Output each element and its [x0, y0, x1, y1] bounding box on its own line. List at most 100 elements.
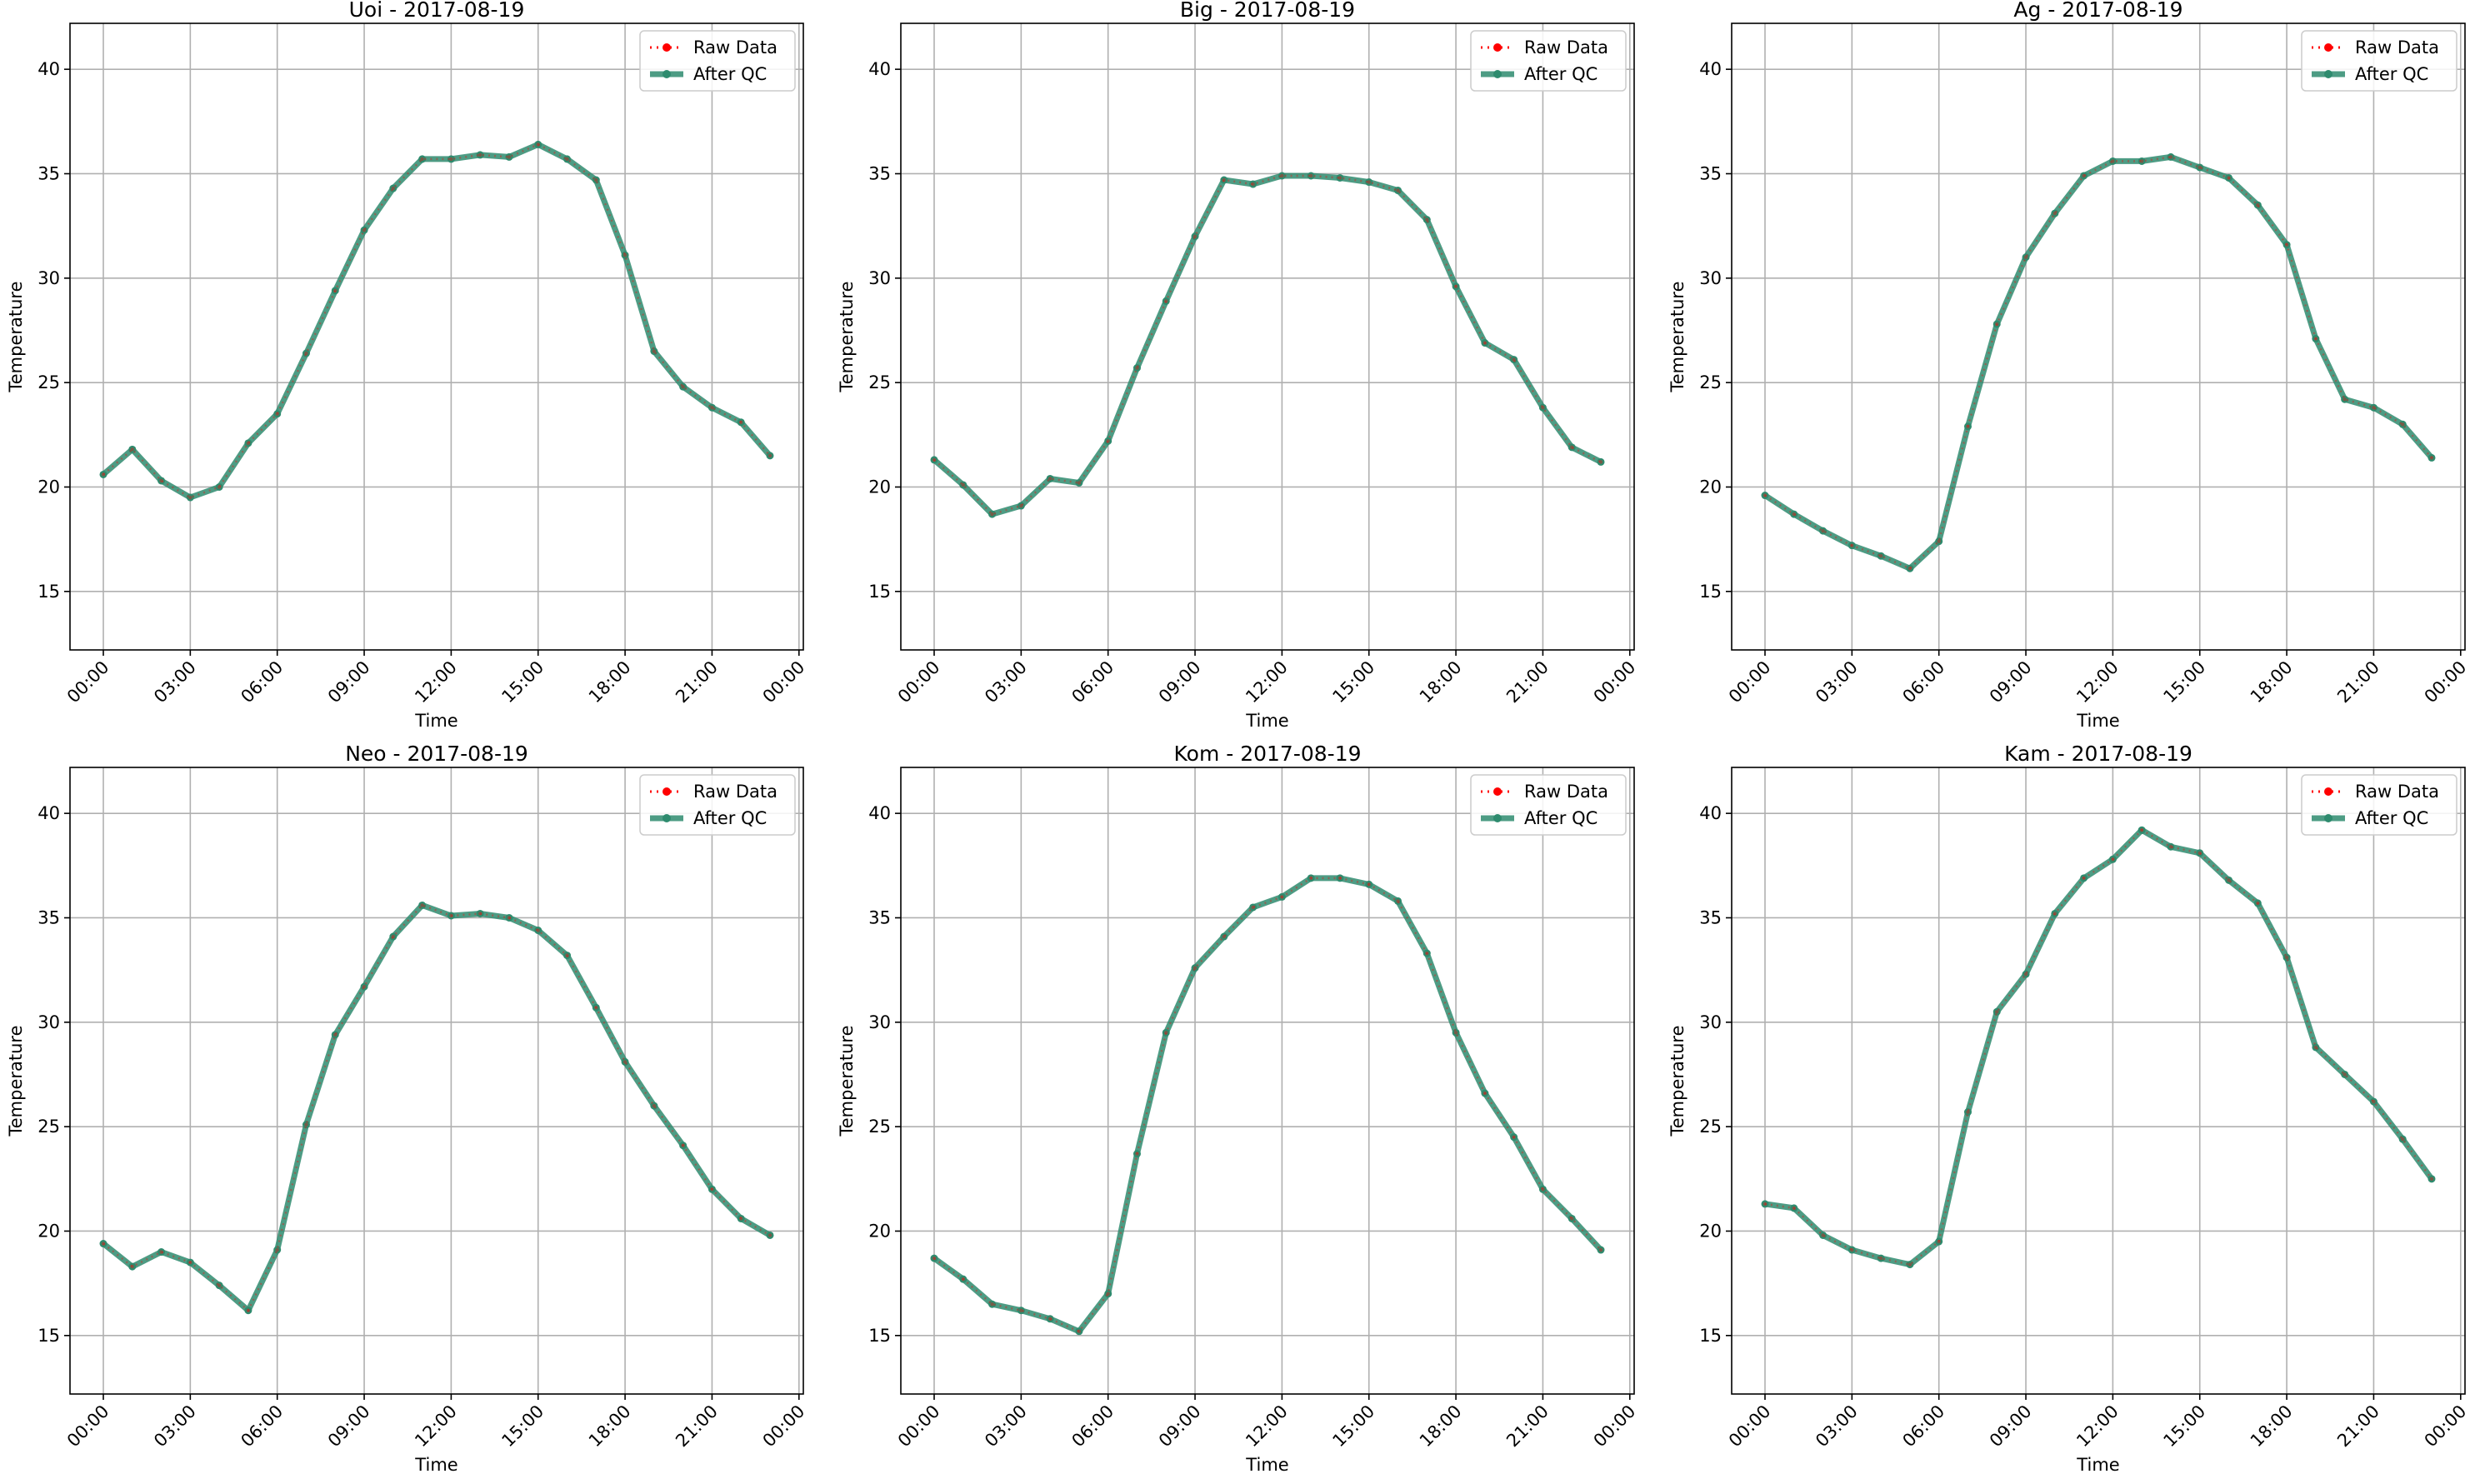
legend-raw-marker	[2324, 43, 2332, 52]
after-qc-point	[1132, 364, 1141, 372]
after-qc-point	[1162, 297, 1170, 305]
axes-frame	[69, 767, 804, 1395]
raw-data-point	[1570, 1217, 1574, 1221]
after-qc-point	[2341, 1070, 2349, 1078]
legend-raw-label: Raw Data	[693, 782, 778, 802]
raw-data-point	[1792, 1206, 1796, 1211]
y-tick-label: 40	[868, 803, 891, 823]
after-qc-point	[99, 470, 108, 478]
after-qc-point	[534, 927, 542, 935]
after-qc-point	[1394, 897, 1402, 905]
after-qc-point	[930, 1254, 938, 1262]
after-qc-point	[2138, 157, 2146, 165]
after-qc-point	[930, 456, 938, 464]
axes-frame	[69, 22, 804, 651]
after-qc-point	[1104, 437, 1112, 445]
y-tick-label: 30	[38, 1012, 60, 1032]
after-qc-point	[1017, 1307, 1025, 1315]
raw-data-point	[594, 177, 598, 182]
raw-data-point	[2313, 337, 2318, 341]
raw-data-point	[1338, 876, 1342, 881]
x-tick-label: 06:00	[1068, 1402, 1118, 1452]
after-qc-point	[99, 1240, 108, 1248]
legend-qc-marker	[2324, 814, 2332, 822]
subplot-2: 15 20 25 30 35 40 00:00 03:00 06:00 09:00 12:00 15:…	[837, 0, 1639, 731]
x-tick-label: 00:00	[2421, 657, 2471, 707]
raw-data-point	[2111, 857, 2115, 862]
after-qc-point	[418, 155, 427, 163]
plot-area	[901, 23, 1634, 650]
after-qc-point	[1963, 422, 1972, 431]
y-tick-label: 25	[868, 372, 891, 392]
raw-data-line	[1764, 156, 2432, 570]
y-tick-label: 25	[868, 1117, 891, 1137]
y-tick-label: 40	[1699, 803, 1722, 823]
raw-data-point	[1077, 481, 1082, 485]
after-qc-point	[2080, 172, 2088, 180]
after-qc-line	[1763, 153, 2434, 572]
after-qc-point	[708, 1185, 716, 1193]
raw-data-point	[536, 142, 540, 147]
after-qc-point	[1568, 443, 1576, 452]
after-qc-point	[2369, 403, 2378, 412]
raw-data-point	[275, 1247, 279, 1252]
raw-data-point	[1570, 445, 1574, 450]
after-qc-point	[1132, 1150, 1141, 1158]
raw-data-point	[2401, 422, 2405, 427]
raw-data-point	[1338, 176, 1342, 180]
chart-title: Ag - 2017-08-19	[2013, 0, 2182, 22]
x-tick-label: 03:00	[1812, 657, 1862, 707]
after-qc-point	[2312, 335, 2320, 343]
raw-data-point	[101, 472, 106, 477]
x-tick-label: 12:00	[2072, 657, 2122, 707]
raw-data-point	[1762, 1202, 1768, 1207]
after-qc-point	[1422, 216, 1431, 224]
raw-data-point	[1396, 188, 1400, 192]
y-tick-label: 20	[1699, 1221, 1722, 1241]
axes-frame	[1731, 767, 2466, 1395]
after-qc-point	[2022, 970, 2030, 978]
legend-raw-marker	[662, 787, 671, 796]
raw-data-point	[1164, 299, 1168, 303]
after-qc-point	[592, 176, 600, 184]
raw-data-point	[2139, 159, 2144, 163]
raw-data-point	[1995, 1010, 1999, 1014]
y-tick-label: 15	[38, 582, 60, 602]
x-tick-label: 21:00	[2333, 657, 2383, 707]
x-tick-label: 18:00	[2247, 657, 2297, 707]
after-qc-point	[2341, 395, 2349, 403]
x-axis-label: Time	[1245, 711, 1288, 731]
raw-data-line	[102, 903, 771, 1312]
after-qc-point	[1249, 903, 1258, 912]
x-tick-label: 09:00	[324, 657, 374, 707]
x-tick-label: 12:00	[411, 1402, 461, 1452]
after-qc-point	[2051, 909, 2059, 917]
after-qc-point	[737, 418, 745, 427]
after-qc-point	[2167, 152, 2175, 161]
after-qc-point	[534, 140, 542, 148]
raw-data-point	[2401, 1137, 2405, 1142]
raw-data-point	[961, 1277, 965, 1282]
raw-data-point	[2372, 406, 2376, 410]
y-tick-label: 25	[1699, 372, 1722, 392]
x-tick-label: 06:00	[1898, 1402, 1948, 1452]
after-qc-point	[1963, 1108, 1972, 1117]
after-qc-point	[1597, 457, 1605, 466]
x-tick-label: 21:00	[672, 1402, 722, 1452]
raw-data-point	[1251, 182, 1255, 187]
y-tick-label: 25	[38, 372, 60, 392]
raw-data-point	[1077, 1329, 1082, 1334]
after-qc-point	[1162, 1028, 1170, 1037]
legend-qc-marker	[662, 70, 671, 78]
after-qc-point	[389, 932, 398, 941]
x-tick-label: 00:00	[894, 1402, 944, 1452]
raw-data-point	[1908, 1262, 1912, 1267]
raw-data-point	[1135, 366, 1139, 370]
raw-data-point	[217, 1283, 222, 1287]
raw-data-point	[1367, 882, 1371, 887]
raw-data-point	[2429, 1177, 2434, 1182]
raw-data-point	[449, 913, 453, 918]
after-qc-point	[1422, 949, 1431, 957]
x-tick-label: 03:00	[1812, 1402, 1862, 1452]
after-qc-point	[563, 155, 572, 163]
